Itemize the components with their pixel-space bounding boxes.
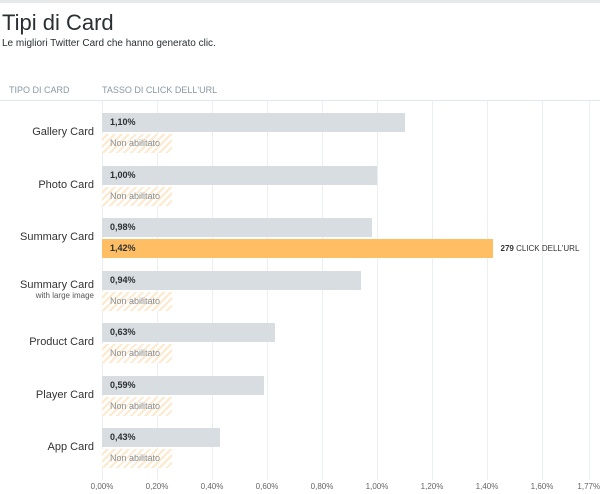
rate-bar: 0,63% xyxy=(102,323,276,342)
column-header-rate: TASSO DI CLICK DELL'URL xyxy=(102,85,218,95)
gridline xyxy=(432,101,433,480)
x-tick-label: 1,20% xyxy=(420,482,444,491)
not-enabled-bar: Non abilitato xyxy=(102,291,172,311)
gridline xyxy=(267,101,268,480)
x-tick-label: 0,60% xyxy=(255,482,279,491)
not-enabled-bar: Non abilitato xyxy=(102,396,172,416)
category-label: Photo Card xyxy=(38,178,94,191)
x-tick-label: 0,80% xyxy=(310,482,334,491)
highlight-rate-bar: 1,42% xyxy=(102,239,493,258)
category-label: Product Card xyxy=(29,336,94,348)
category-label: App Card xyxy=(47,441,94,453)
category-label: Summary Card xyxy=(20,231,94,243)
rate-bar: 0,43% xyxy=(102,428,221,447)
top-border xyxy=(0,0,600,3)
category-label: Gallery Card xyxy=(32,126,94,138)
gridline xyxy=(212,101,213,480)
gridline xyxy=(487,101,488,480)
rate-bar: 1,00% xyxy=(102,165,377,185)
gridline xyxy=(322,101,323,480)
page-subtitle: Le migliori Twitter Card che hanno gener… xyxy=(2,38,216,49)
gridline xyxy=(157,101,158,480)
gridline xyxy=(542,101,543,480)
not-enabled-bar: Non abilitato xyxy=(102,134,172,153)
rate-bar: 0,94% xyxy=(102,270,361,290)
x-tick-label: 0,40% xyxy=(200,482,224,491)
rate-bar: 0,98% xyxy=(102,218,372,237)
gridline xyxy=(588,101,590,480)
x-tick-label: 1,40% xyxy=(475,482,499,491)
page-title: Tipi di Card xyxy=(2,10,114,35)
not-enabled-bar: Non abilitato xyxy=(102,186,172,206)
rate-bar: 0,59% xyxy=(102,375,265,395)
x-tick-label: 0,20% xyxy=(145,482,169,491)
rate-bar: 1,10% xyxy=(102,113,405,132)
category-label: Summary Card with large image xyxy=(20,278,94,300)
x-tick-label: 1,60% xyxy=(530,482,554,491)
header-divider xyxy=(0,100,600,101)
gridline xyxy=(102,101,103,480)
x-tick-label: 1,77% xyxy=(577,482,600,491)
click-annotation: 279 CLICK DELL'URL xyxy=(501,244,580,253)
gridline xyxy=(377,101,378,480)
not-enabled-bar: Non abilitato xyxy=(102,449,172,468)
category-sublabel: with large image xyxy=(35,290,94,300)
click-count: 279 xyxy=(500,244,517,253)
x-tick-label: 1,00% xyxy=(365,482,389,491)
not-enabled-bar: Non abilitato xyxy=(102,344,172,363)
x-tick-label: 0,00% xyxy=(90,482,114,491)
column-header-type: TIPO DI CARD xyxy=(9,85,70,95)
click-label: CLICK DELL'URL xyxy=(516,244,580,253)
category-label: Player Card xyxy=(35,388,94,401)
